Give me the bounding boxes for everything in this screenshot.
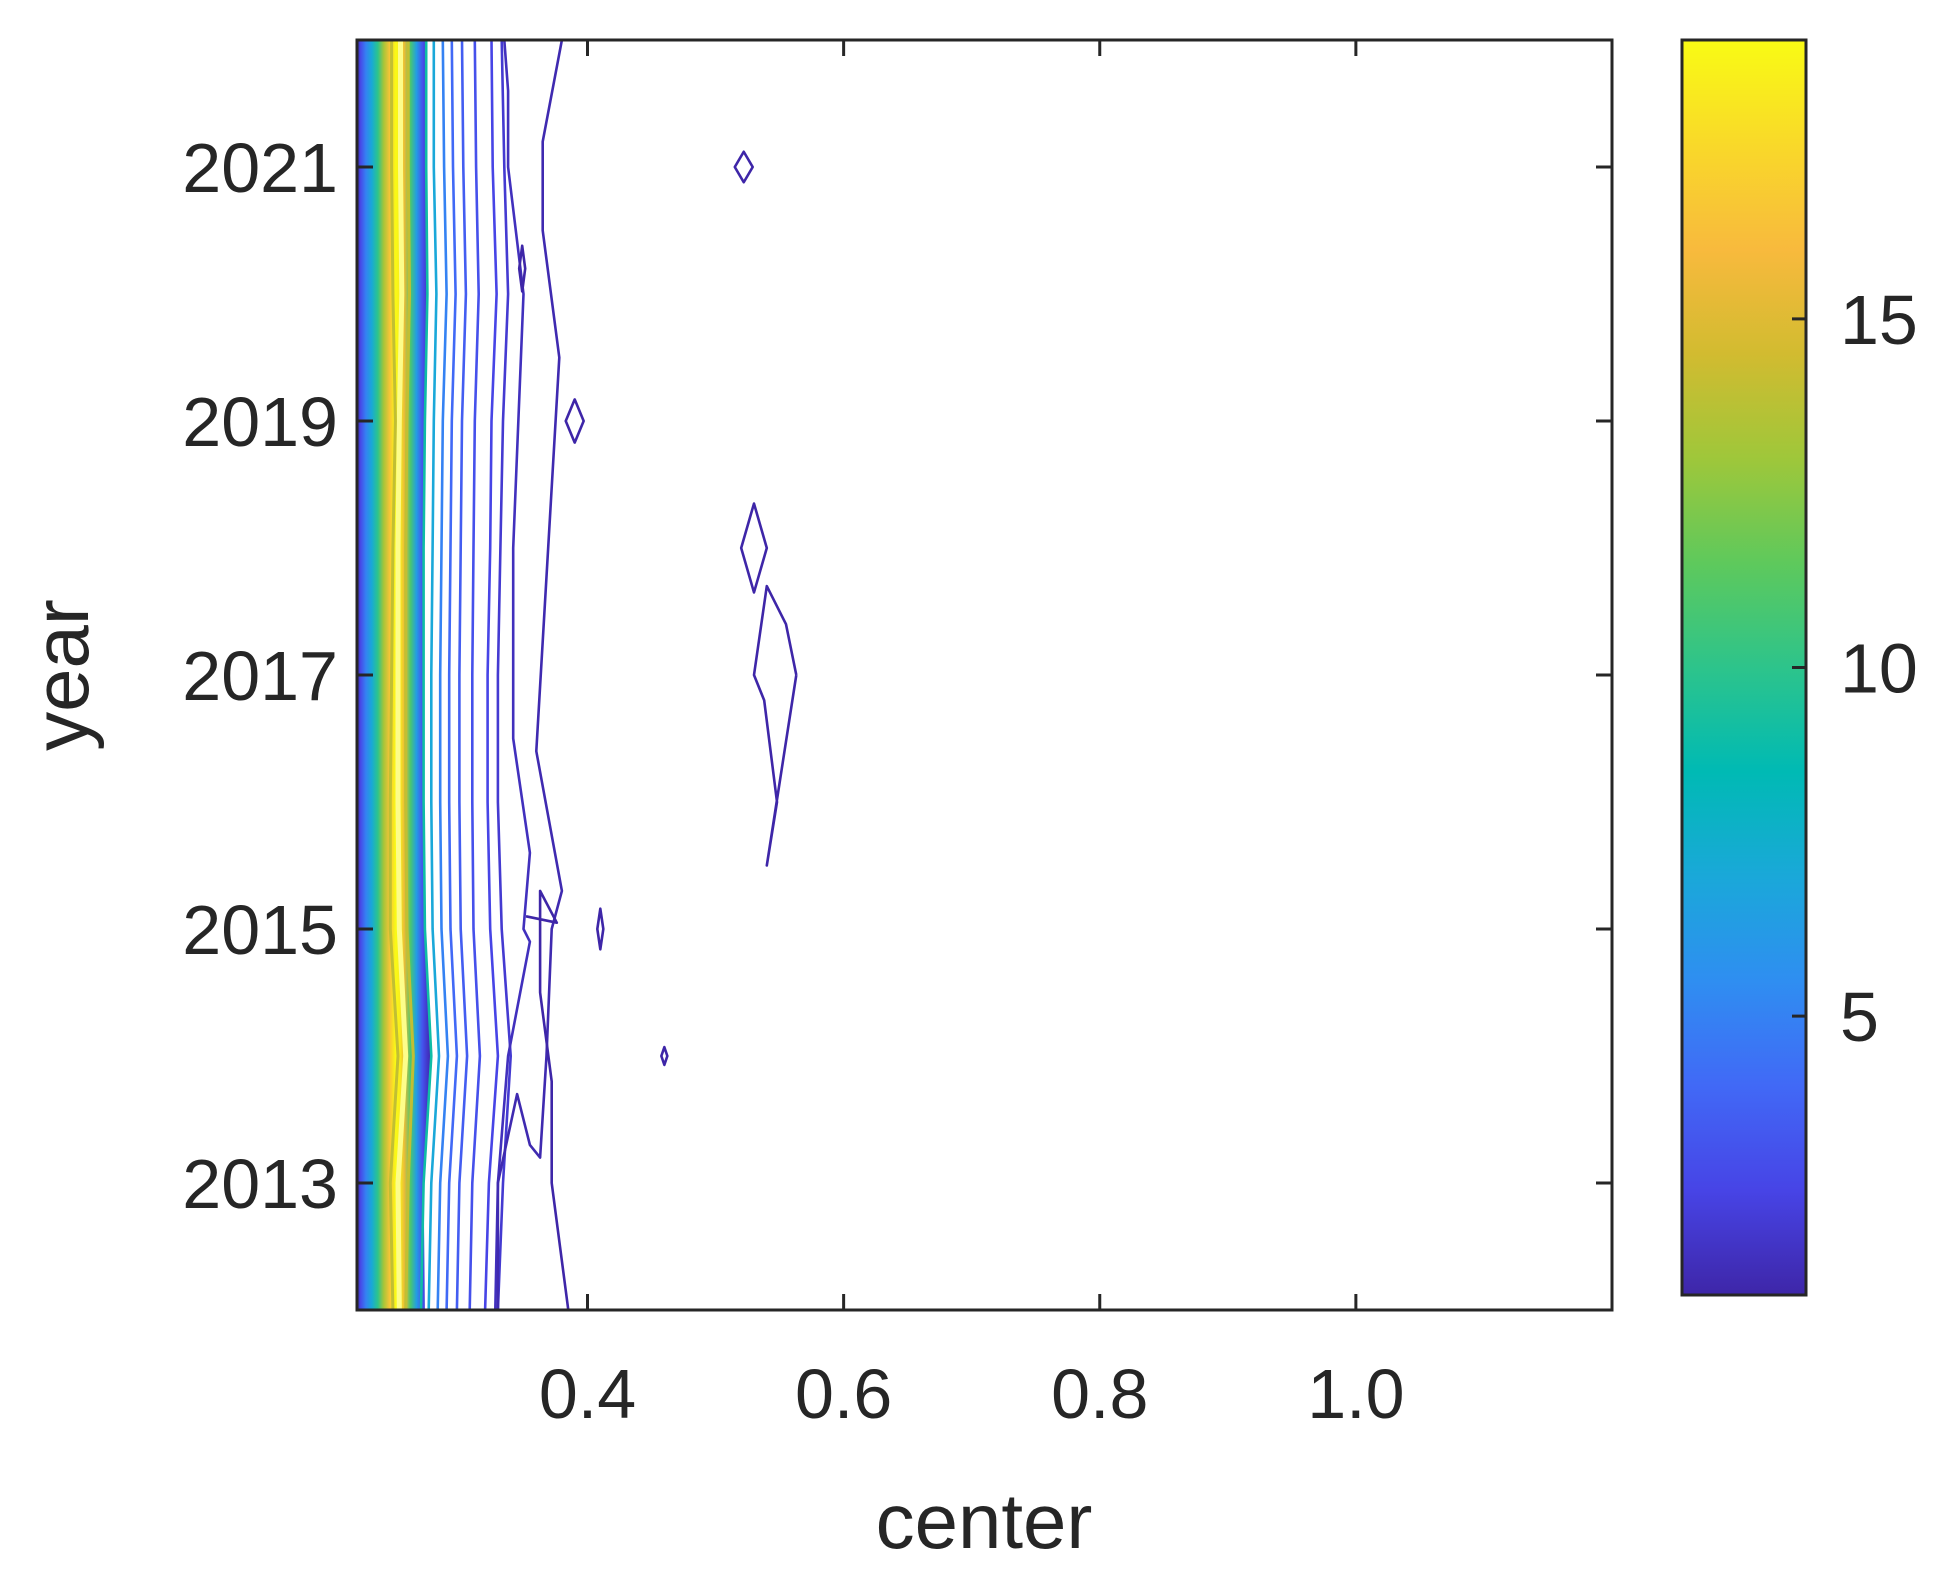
contour-island-6	[660, 1045, 669, 1067]
x-axis-label: center	[876, 1477, 1093, 1565]
contour-line-7	[455, 40, 469, 1310]
contour-line-3	[419, 40, 433, 1310]
colorbar-tick-label: 10	[1840, 630, 1918, 708]
y-tick-label: 2021	[182, 129, 338, 207]
contour-line-2	[404, 40, 415, 1310]
contour-line-9	[483, 40, 500, 1310]
contour-island-5	[596, 907, 605, 951]
contour-line-12	[496, 40, 564, 1310]
y-tick-label: 2017	[182, 637, 338, 715]
y-tick-label: 2013	[182, 1145, 338, 1223]
contour-island-1	[517, 244, 527, 293]
x-tick-label: 0.4	[539, 1355, 636, 1433]
y-axis-label: year	[17, 599, 105, 751]
contour-island-4	[733, 150, 755, 184]
contour-line-1	[388, 40, 400, 1310]
x-tick-label: 1.0	[1307, 1355, 1404, 1433]
contour-line-14	[752, 584, 798, 867]
filled-density-band	[357, 40, 432, 1310]
contour-lines	[388, 40, 798, 1310]
colorbar: 5 10 15	[1680, 38, 1918, 1297]
contour-line-4	[427, 40, 441, 1310]
plot-area	[357, 40, 798, 1310]
colorbar-tick-label: 15	[1840, 281, 1918, 359]
contour-line-11	[494, 40, 532, 1310]
contour-line-8	[468, 40, 482, 1310]
plot-frame	[355, 38, 1614, 1312]
y-tick-label: 2019	[182, 383, 338, 461]
y-tick-label: 2015	[182, 891, 338, 969]
x-tick-label: 0.8	[1051, 1355, 1148, 1433]
y-axis: 2013 2015 2017 2019 2021	[182, 129, 1612, 1223]
x-axis: 0.4 0.6 0.8 1.0	[539, 40, 1405, 1433]
colorbar-fill	[1682, 40, 1806, 1295]
contour-island-2	[564, 398, 585, 444]
contour-line-5	[436, 40, 450, 1310]
colorbar-ticks: 5 10 15	[1792, 281, 1918, 1056]
contour-line-6	[445, 40, 459, 1310]
contour-line-13	[525, 889, 570, 1310]
contour-island-3	[739, 502, 769, 594]
colorbar-tick-label: 5	[1840, 978, 1879, 1056]
ridge-line	[395, 40, 409, 1310]
x-tick-label: 0.6	[795, 1355, 892, 1433]
contour-line-10	[496, 40, 512, 1310]
